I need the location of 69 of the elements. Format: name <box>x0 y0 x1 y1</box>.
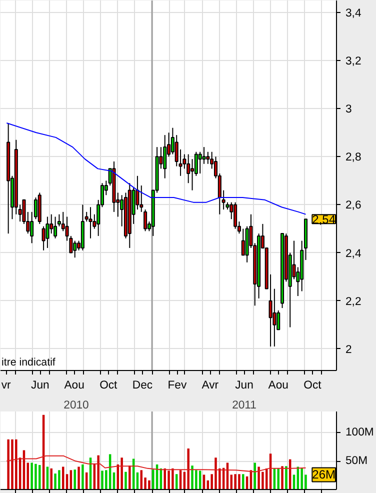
x-tick-label: Jun <box>31 380 50 392</box>
bar <box>164 468 166 490</box>
bar <box>78 466 80 490</box>
x-tick-label: Aou <box>64 380 84 392</box>
y-tick-label: 2,2 <box>346 296 362 308</box>
bar <box>54 474 56 490</box>
candlestick <box>202 146 206 164</box>
y-tick-label: 50M <box>346 455 368 468</box>
candlestick <box>206 151 210 164</box>
line-series <box>6 122 306 215</box>
candlestick <box>88 206 92 239</box>
candlestick <box>234 202 238 230</box>
x-tick-label: vr <box>1 380 12 392</box>
bar <box>285 466 288 490</box>
candlestick <box>54 216 58 239</box>
candlestick <box>241 228 245 256</box>
candlestick <box>46 216 50 248</box>
x-tick-label: Jun <box>235 380 254 392</box>
annotation: 26M <box>312 468 336 482</box>
bar <box>277 468 280 490</box>
bar <box>128 466 131 490</box>
bar <box>15 439 18 490</box>
bar <box>214 458 217 490</box>
bar <box>58 470 60 490</box>
bar <box>258 466 260 490</box>
x-tick-label: Aou <box>268 380 288 392</box>
candlestick <box>198 151 202 174</box>
y-tick-label: 2,6 <box>346 200 362 212</box>
annotation: 2011 <box>232 400 256 412</box>
bar <box>281 466 284 490</box>
bar <box>11 439 14 490</box>
x-tick-label: Oct <box>304 380 322 392</box>
bar <box>74 470 76 490</box>
bar <box>124 472 127 490</box>
candlestick <box>186 154 190 184</box>
bar <box>191 466 194 490</box>
candlestick <box>73 240 77 258</box>
x-tick-label: Avr <box>202 380 219 392</box>
bar <box>238 474 240 490</box>
line-series <box>6 455 306 472</box>
bar <box>172 468 174 490</box>
bar <box>38 465 41 490</box>
x-tick-label: Oct <box>100 380 118 392</box>
bar <box>234 474 236 490</box>
candlestick <box>163 134 167 179</box>
y-tick-label: 2,8 <box>346 152 362 164</box>
bar <box>187 448 190 490</box>
y-tick-label: 3,2 <box>346 56 362 68</box>
x-tick-label: Fev <box>168 380 187 392</box>
y-tick-label: 2,4 <box>346 248 362 260</box>
bar <box>120 458 123 490</box>
bar <box>242 474 244 490</box>
bar <box>168 470 170 490</box>
y-tick-label: 3 <box>346 104 352 116</box>
bar <box>300 468 303 490</box>
bar <box>97 455 100 490</box>
y-tick-label: 100M <box>346 426 374 439</box>
bar <box>7 439 10 490</box>
y-tick-label: 2 <box>346 344 352 356</box>
bar <box>82 464 84 490</box>
bar <box>34 464 37 490</box>
bar <box>30 462 33 490</box>
x-tick-label: Dec <box>132 380 153 392</box>
annotation: 2,54 <box>312 212 336 227</box>
annotation: 2010 <box>64 400 89 412</box>
annotation: itre indicatif <box>2 356 56 368</box>
y-tick-label: 3,4 <box>346 8 362 20</box>
bar <box>101 470 104 490</box>
bar <box>148 480 150 490</box>
